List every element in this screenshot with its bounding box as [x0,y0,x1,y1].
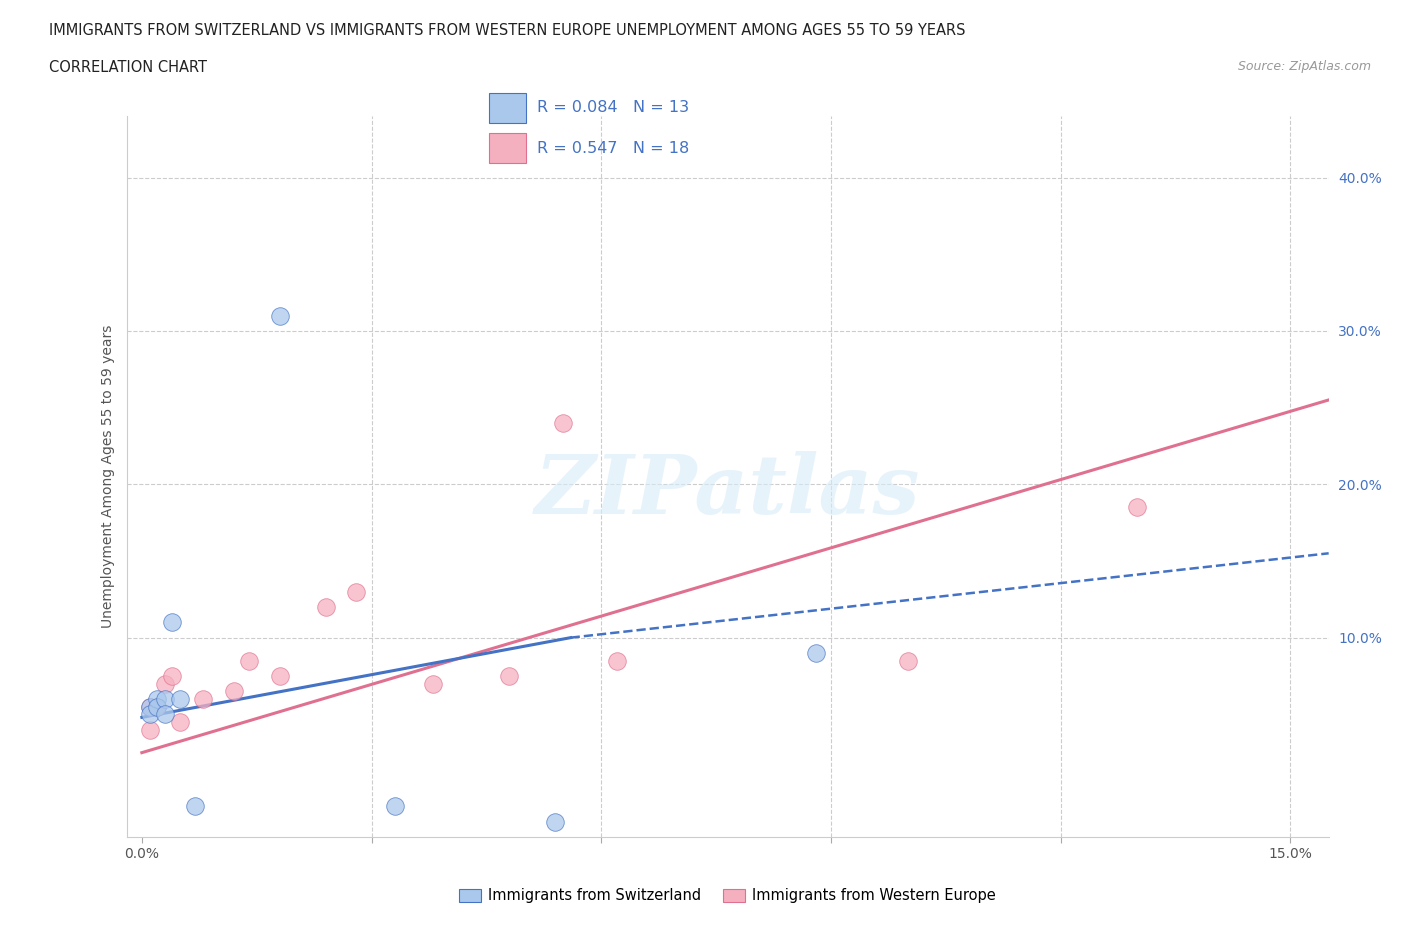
Point [169,692,191,707]
Point [162,615,184,630]
Point [153,707,176,722]
Point [804,645,827,660]
Text: IMMIGRANTS FROM SWITZERLAND VS IMMIGRANTS FROM WESTERN EUROPE UNEMPLOYMENT AMONG: IMMIGRANTS FROM SWITZERLAND VS IMMIGRANT… [49,23,966,38]
Text: ZIPatlas: ZIPatlas [534,451,921,531]
Point [153,676,176,691]
Point [1126,499,1149,514]
Point [138,707,160,722]
Point [146,692,169,707]
Point [138,723,160,737]
Point [191,692,214,707]
Point [269,669,291,684]
FancyBboxPatch shape [489,93,526,123]
Point [422,676,444,691]
FancyBboxPatch shape [489,133,526,164]
Point [169,714,191,729]
Point [896,653,918,668]
Point [138,699,160,714]
Text: Source: ZipAtlas.com: Source: ZipAtlas.com [1237,60,1371,73]
Point [544,815,567,830]
Text: R = 0.547   N = 18: R = 0.547 N = 18 [537,140,689,155]
Point [269,308,291,323]
Text: CORRELATION CHART: CORRELATION CHART [49,60,207,75]
Point [222,684,245,698]
Point [146,699,169,714]
Y-axis label: Unemployment Among Ages 55 to 59 years: Unemployment Among Ages 55 to 59 years [101,325,115,629]
Point [498,669,520,684]
Point [146,699,169,714]
Point [153,692,176,707]
Text: R = 0.084   N = 13: R = 0.084 N = 13 [537,100,689,115]
Point [551,416,574,431]
Point [138,699,160,714]
Point [315,600,337,615]
Point [606,653,628,668]
Point [162,669,184,684]
Point [238,653,260,668]
Point [344,584,367,599]
Point [184,799,207,814]
Point [384,799,406,814]
Legend: Immigrants from Switzerland, Immigrants from Western Europe: Immigrants from Switzerland, Immigrants … [453,883,1002,909]
